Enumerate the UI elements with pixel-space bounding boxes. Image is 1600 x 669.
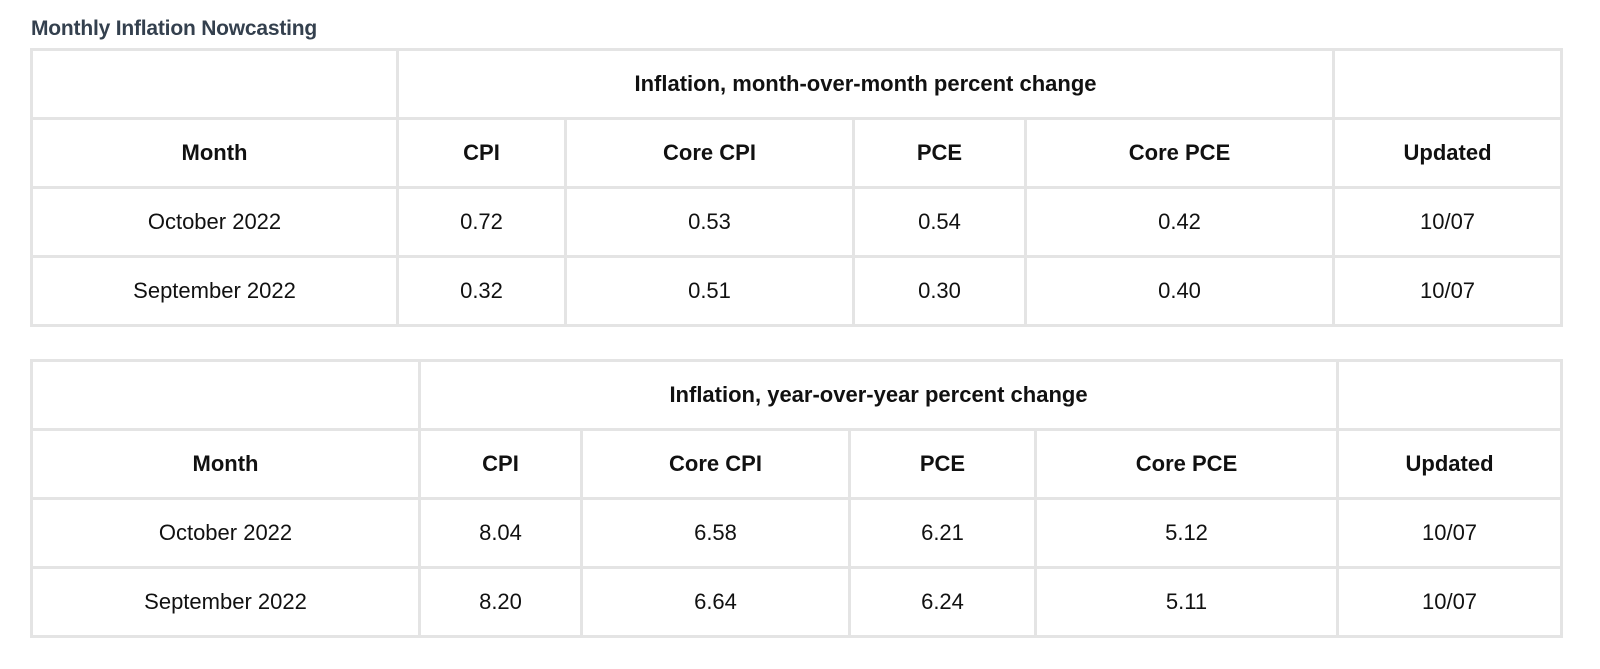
cell-core-pce: 5.12 (1033, 497, 1340, 569)
cell-core-cpi: 6.64 (580, 566, 851, 638)
column-header-cpi: CPI (418, 428, 583, 500)
cell-cpi: 8.04 (418, 497, 583, 569)
table-group-header-row: Inflation, year-over-year percent change (30, 359, 1564, 431)
cell-core-cpi: 6.58 (580, 497, 851, 569)
table-row: October 2022 0.72 0.53 0.54 0.42 10/07 (30, 186, 1564, 258)
table-row: October 2022 8.04 6.58 6.21 5.12 10/07 (30, 497, 1564, 569)
cell-pce: 6.21 (848, 497, 1037, 569)
cell-core-pce: 0.42 (1023, 186, 1336, 258)
page-title: Monthly Inflation Nowcasting (31, 17, 318, 40)
cell-updated: 10/07 (1336, 566, 1564, 638)
cell-updated: 10/07 (1332, 255, 1564, 327)
cell-pce: 0.54 (852, 186, 1027, 258)
column-header-month: Month (30, 428, 421, 500)
table-row: September 2022 8.20 6.64 6.24 5.11 10/07 (30, 566, 1564, 638)
table-row: September 2022 0.32 0.51 0.30 0.40 10/07 (30, 255, 1564, 327)
group-header: Inflation, year-over-year percent change (417, 359, 1340, 431)
empty-header-cell (30, 359, 421, 431)
table-group-header-row: Inflation, month-over-month percent chan… (30, 48, 1564, 120)
yoy-inflation-table: Inflation, year-over-year percent change… (30, 359, 1564, 638)
column-header-updated: Updated (1336, 428, 1564, 500)
empty-header-cell (30, 48, 399, 120)
cell-month: September 2022 (30, 255, 399, 327)
cell-core-cpi: 0.51 (564, 255, 855, 327)
column-header-core-cpi: Core CPI (564, 117, 855, 189)
table-column-header-row: Month CPI Core CPI PCE Core PCE Updated (30, 117, 1564, 189)
column-header-updated: Updated (1332, 117, 1564, 189)
cell-updated: 10/07 (1336, 497, 1564, 569)
mom-inflation-table: Inflation, month-over-month percent chan… (30, 48, 1564, 327)
column-header-core-pce: Core PCE (1023, 117, 1336, 189)
cell-core-pce: 0.40 (1023, 255, 1336, 327)
empty-header-cell (1332, 48, 1564, 120)
cell-pce: 6.24 (848, 566, 1037, 638)
column-header-core-pce: Core PCE (1033, 428, 1340, 500)
cell-month: October 2022 (30, 186, 399, 258)
cell-cpi: 0.72 (396, 186, 567, 258)
cell-month: October 2022 (30, 497, 421, 569)
column-header-cpi: CPI (396, 117, 567, 189)
column-header-pce: PCE (848, 428, 1037, 500)
column-header-pce: PCE (852, 117, 1027, 189)
cell-cpi: 8.20 (418, 566, 583, 638)
empty-header-cell (1336, 359, 1564, 431)
column-header-month: Month (30, 117, 399, 189)
cell-updated: 10/07 (1332, 186, 1564, 258)
cell-core-pce: 5.11 (1033, 566, 1340, 638)
group-header: Inflation, month-over-month percent chan… (395, 48, 1336, 120)
cell-cpi: 0.32 (396, 255, 567, 327)
cell-month: September 2022 (30, 566, 421, 638)
table-column-header-row: Month CPI Core CPI PCE Core PCE Updated (30, 428, 1564, 500)
cell-pce: 0.30 (852, 255, 1027, 327)
column-header-core-cpi: Core CPI (580, 428, 851, 500)
cell-core-cpi: 0.53 (564, 186, 855, 258)
